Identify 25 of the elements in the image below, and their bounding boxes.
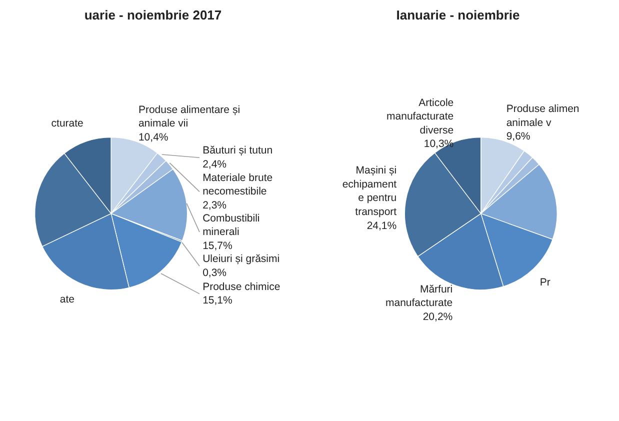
slice-label: Produse alimen animale v — [506, 103, 580, 129]
slice-label: Mașini și echipament e pentru transport — [342, 164, 397, 218]
data-label: 2,3% — [202, 199, 226, 212]
slice-label: Uleiuri și grăsimi — [202, 253, 280, 266]
slice-label: Articole manufacturate diverse — [386, 96, 454, 136]
slice-label: Produse alimentare și animale vii — [138, 104, 240, 130]
data-label: 0,3% — [202, 267, 226, 280]
slice-label: Combustibili minerali — [202, 212, 260, 238]
slice-label: cturate — [51, 118, 84, 130]
data-label: 2,4% — [202, 158, 226, 171]
chart-title: Ianuarie - noiembrie — [396, 8, 520, 22]
slice-label: ate — [60, 293, 75, 306]
slice-label: Mărfuri manufacturate — [386, 283, 453, 310]
chart-title: uarie - noiembrie 2017 — [84, 8, 222, 22]
data-label: 15,1% — [202, 294, 232, 307]
slice-label: Produse chimice — [202, 280, 280, 293]
slice-label: Băuturi și tutun — [202, 144, 273, 157]
data-label: 24,1% — [366, 220, 397, 232]
data-label: 9,6% — [506, 130, 530, 143]
data-label: 15,7% — [202, 240, 232, 252]
data-label: 10,3% — [424, 138, 454, 150]
slice-label: Materiale brute necomestibile — [202, 172, 273, 198]
data-label: 20,2% — [422, 311, 453, 324]
slice-label: Pr — [540, 276, 551, 288]
data-label: 10,4% — [138, 131, 168, 144]
